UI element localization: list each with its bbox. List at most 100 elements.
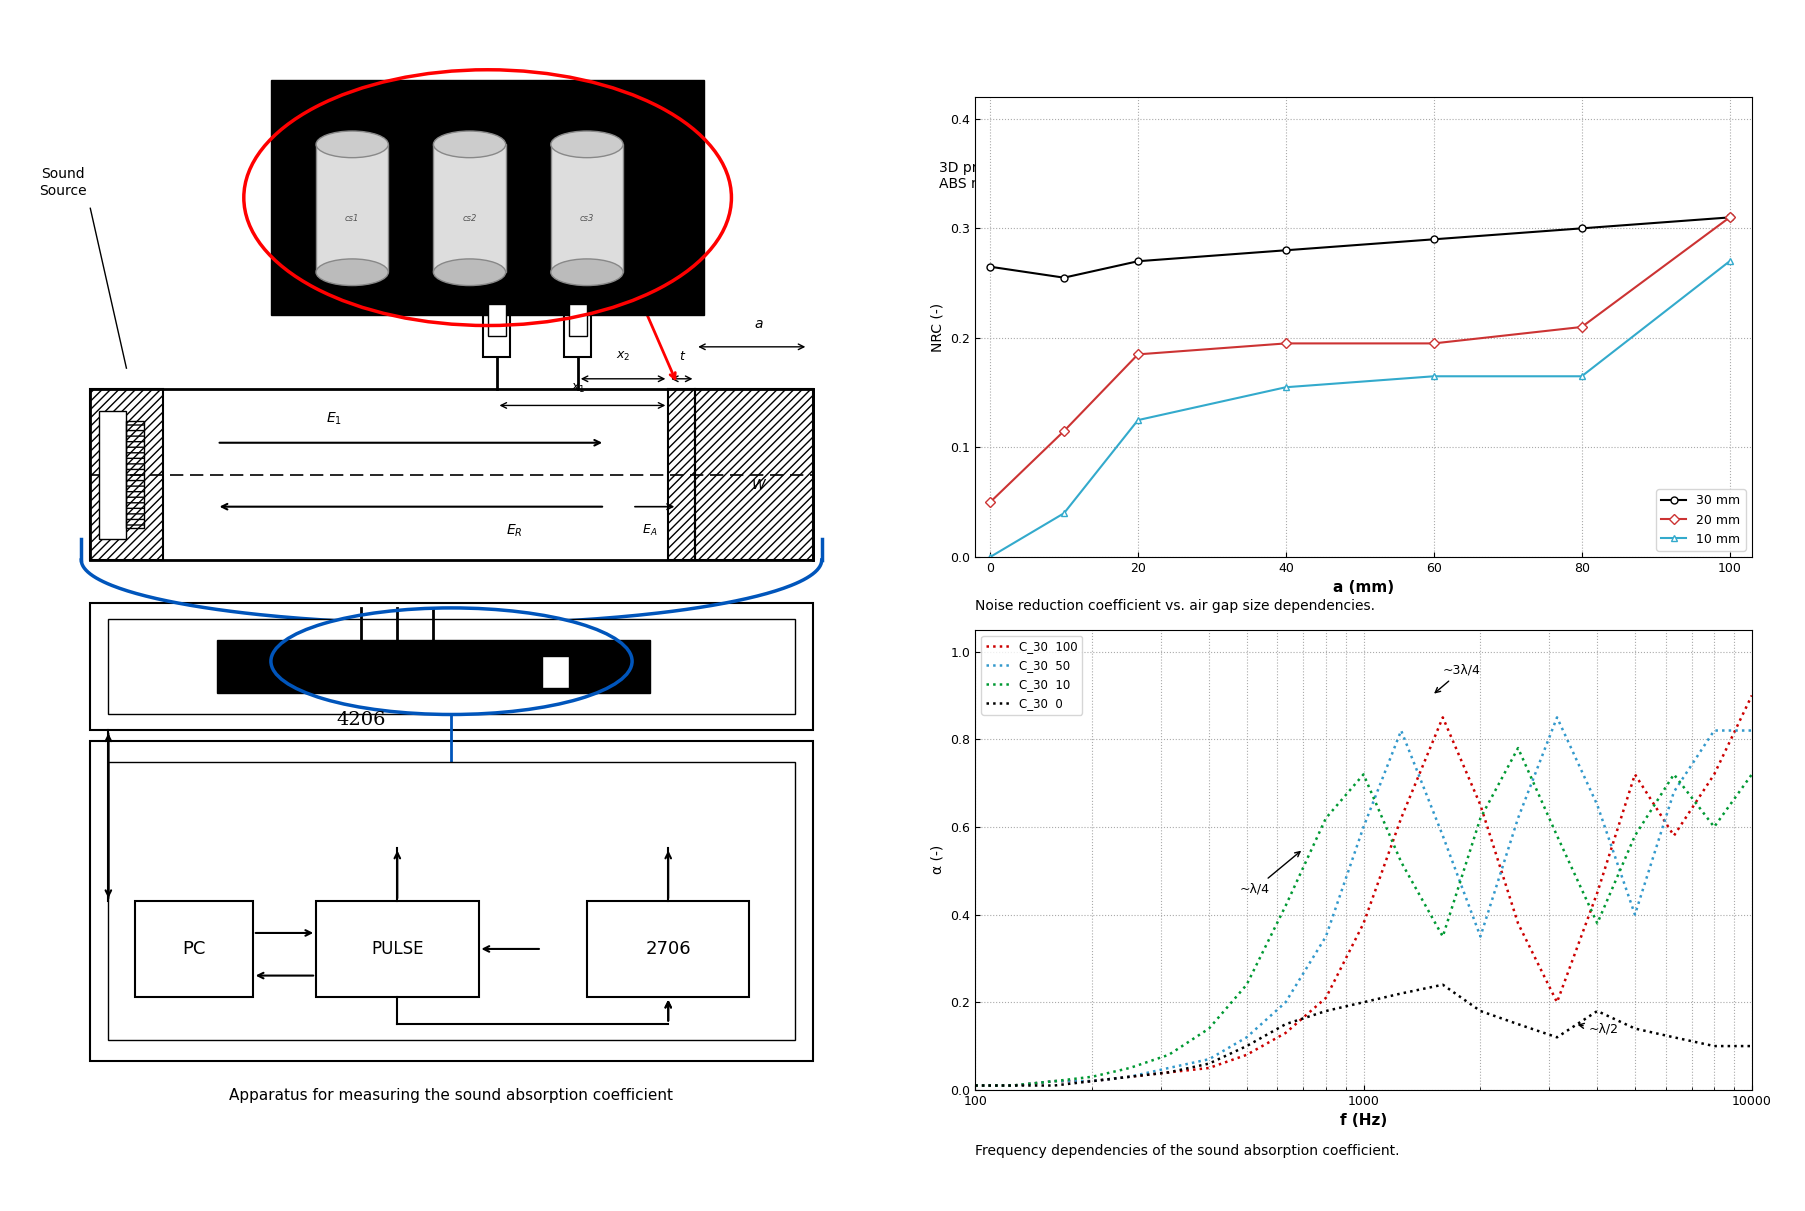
C_30  50: [1431, 828, 1453, 843]
C_30  0: [1119, 1069, 1141, 1084]
C_30  10: [1002, 1078, 1023, 1092]
C_30  0: [1585, 1004, 1606, 1018]
C_30  10: [1390, 855, 1412, 869]
Text: ~λ/2: ~λ/2: [1578, 1023, 1617, 1035]
Bar: [316, 901, 478, 997]
C_30  0: [1740, 1039, 1762, 1054]
Text: Noise reduction coefficient vs. air gap size dependencies.: Noise reduction coefficient vs. air gap …: [975, 599, 1374, 614]
Bar: [484, 293, 511, 357]
Text: ~3λ/4: ~3λ/4: [1435, 664, 1480, 693]
C_30  10: [1585, 916, 1606, 930]
C_30  50: [1314, 929, 1336, 943]
Y-axis label: α (-): α (-): [930, 845, 944, 874]
C_30  50: [1043, 1074, 1065, 1089]
Bar: [587, 901, 749, 997]
Text: Sample: Sample: [531, 150, 588, 166]
C_30  10: [1431, 929, 1453, 943]
C_30  100: [1235, 1048, 1256, 1062]
C_30  100: [1431, 710, 1453, 724]
C_30  0: [1314, 1004, 1336, 1018]
C_30  0: [1662, 1031, 1684, 1045]
C_30  100: [1081, 1074, 1103, 1089]
C_30  100: [1662, 828, 1684, 843]
Ellipse shape: [316, 131, 388, 157]
C_30  50: [1157, 1061, 1179, 1075]
Text: Apparatus for measuring the sound absorption coefficient: Apparatus for measuring the sound absorp…: [229, 1089, 673, 1103]
Bar: [433, 144, 505, 272]
C_30  50: [1197, 1052, 1218, 1067]
Legend: C_30  100, C_30  50, C_30  10, C_30  0: C_30 100, C_30 50, C_30 10, C_30 0: [980, 636, 1081, 714]
Text: E$_A$: E$_A$: [643, 523, 657, 538]
Bar: [126, 421, 144, 528]
Y-axis label: NRC (-): NRC (-): [930, 303, 944, 351]
Text: cs3: cs3: [579, 214, 594, 224]
Text: W: W: [751, 478, 765, 493]
Bar: [135, 901, 253, 997]
C_30  10: [964, 1078, 986, 1092]
C_30  0: [1081, 1074, 1103, 1089]
Text: 4206: 4206: [336, 711, 386, 729]
C_30  100: [1740, 688, 1762, 702]
Line: C_30  0: C_30 0: [975, 985, 1751, 1085]
C_30  10: [1081, 1069, 1103, 1084]
C_30  100: [1702, 767, 1724, 781]
C_30  100: [1390, 811, 1412, 826]
C_30  100: [1197, 1061, 1218, 1075]
Bar: [487, 304, 505, 337]
Text: 3D printed open-porous
ABS material structures: 3D printed open-porous ABS material stru…: [939, 161, 1103, 191]
C_30  0: [1274, 1017, 1296, 1032]
Bar: [108, 619, 794, 714]
Bar: [551, 144, 623, 272]
Bar: [217, 639, 650, 693]
C_30  50: [1662, 785, 1684, 799]
C_30  10: [1157, 1048, 1179, 1062]
C_30  0: [1390, 986, 1412, 1000]
C_30  50: [1002, 1078, 1023, 1092]
Bar: [563, 293, 592, 357]
Text: PC: PC: [182, 940, 206, 958]
C_30  10: [1043, 1074, 1065, 1089]
Text: a: a: [754, 317, 762, 331]
Text: PULSE: PULSE: [370, 940, 424, 958]
C_30  50: [1352, 820, 1374, 834]
C_30  0: [1157, 1066, 1179, 1080]
Text: E$_R$: E$_R$: [505, 523, 523, 539]
C_30  100: [1043, 1074, 1065, 1089]
C_30  10: [1545, 828, 1567, 843]
Text: E$_1$: E$_1$: [327, 411, 341, 426]
C_30  100: [1469, 798, 1491, 813]
Line: C_30  10: C_30 10: [975, 748, 1751, 1085]
Text: t: t: [679, 350, 684, 363]
C_30  0: [1623, 1021, 1644, 1035]
C_30  50: [1469, 929, 1491, 943]
Text: M$_2$: M$_2$: [587, 202, 605, 219]
C_30  0: [1469, 1004, 1491, 1018]
C_30  10: [1623, 828, 1644, 843]
C_30  100: [964, 1078, 986, 1092]
C_30  100: [1545, 995, 1567, 1010]
C_30  0: [964, 1078, 986, 1092]
Ellipse shape: [316, 259, 388, 286]
C_30  50: [1585, 798, 1606, 813]
C_30  50: [1119, 1069, 1141, 1084]
C_30  10: [1469, 811, 1491, 826]
C_30  0: [1507, 1017, 1529, 1032]
Text: x$_2$: x$_2$: [616, 350, 630, 363]
Line: C_30  100: C_30 100: [975, 695, 1751, 1085]
Text: cs2: cs2: [462, 214, 477, 224]
Bar: [90, 390, 162, 559]
C_30  50: [1235, 1031, 1256, 1045]
Ellipse shape: [551, 131, 623, 157]
X-axis label: f (Hz): f (Hz): [1339, 1113, 1386, 1129]
Ellipse shape: [433, 131, 505, 157]
Bar: [569, 304, 587, 337]
Bar: [316, 144, 388, 272]
C_30  50: [1623, 907, 1644, 922]
C_30  10: [1740, 767, 1762, 781]
C_30  50: [1274, 995, 1296, 1010]
C_30  0: [1545, 1031, 1567, 1045]
C_30  10: [1702, 820, 1724, 834]
Bar: [99, 411, 126, 539]
C_30  0: [1431, 977, 1453, 992]
C_30  10: [1507, 741, 1529, 756]
